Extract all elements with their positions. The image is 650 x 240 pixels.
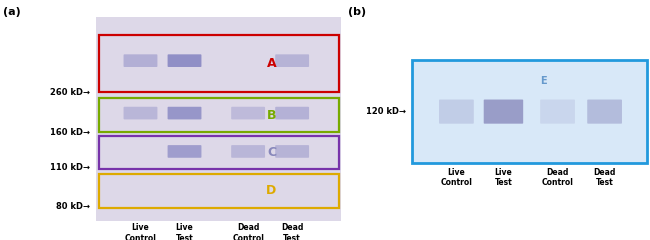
Text: 160 kD→: 160 kD→: [49, 128, 90, 137]
Text: 120 kD→: 120 kD→: [365, 107, 406, 116]
FancyBboxPatch shape: [275, 145, 309, 158]
FancyBboxPatch shape: [168, 54, 202, 67]
FancyBboxPatch shape: [439, 100, 474, 124]
Text: A: A: [266, 57, 276, 70]
FancyBboxPatch shape: [484, 100, 523, 124]
Text: (b): (b): [348, 7, 366, 17]
Text: D: D: [266, 184, 277, 197]
FancyBboxPatch shape: [540, 100, 575, 124]
Bar: [411, 60, 647, 163]
Text: (a): (a): [3, 7, 21, 17]
Bar: [99, 174, 339, 208]
Text: Dead
Control: Dead Control: [232, 223, 264, 240]
FancyBboxPatch shape: [231, 107, 265, 120]
Text: 80 kD→: 80 kD→: [55, 202, 90, 211]
Text: Dead
Test: Dead Test: [281, 223, 304, 240]
Text: 260 kD→: 260 kD→: [49, 88, 90, 97]
Text: Live
Control: Live Control: [125, 223, 157, 240]
FancyBboxPatch shape: [275, 54, 309, 67]
FancyBboxPatch shape: [124, 107, 157, 120]
Bar: [99, 136, 339, 169]
Text: 110 kD→: 110 kD→: [49, 163, 90, 172]
FancyBboxPatch shape: [168, 107, 202, 120]
FancyBboxPatch shape: [587, 100, 622, 124]
Text: B: B: [266, 109, 276, 122]
FancyBboxPatch shape: [168, 145, 202, 158]
FancyBboxPatch shape: [231, 145, 265, 158]
Bar: [99, 98, 339, 132]
Text: Live
Control: Live Control: [441, 168, 473, 187]
Text: C: C: [267, 146, 276, 159]
Bar: [96, 17, 341, 221]
Text: Dead
Test: Dead Test: [593, 168, 616, 187]
Bar: [99, 35, 339, 92]
Text: Live
Test: Live Test: [176, 223, 194, 240]
Text: Live
Test: Live Test: [495, 168, 512, 187]
Text: Dead
Control: Dead Control: [541, 168, 573, 187]
FancyBboxPatch shape: [275, 107, 309, 120]
Text: E: E: [540, 76, 547, 86]
Bar: [411, 60, 647, 163]
FancyBboxPatch shape: [124, 54, 157, 67]
